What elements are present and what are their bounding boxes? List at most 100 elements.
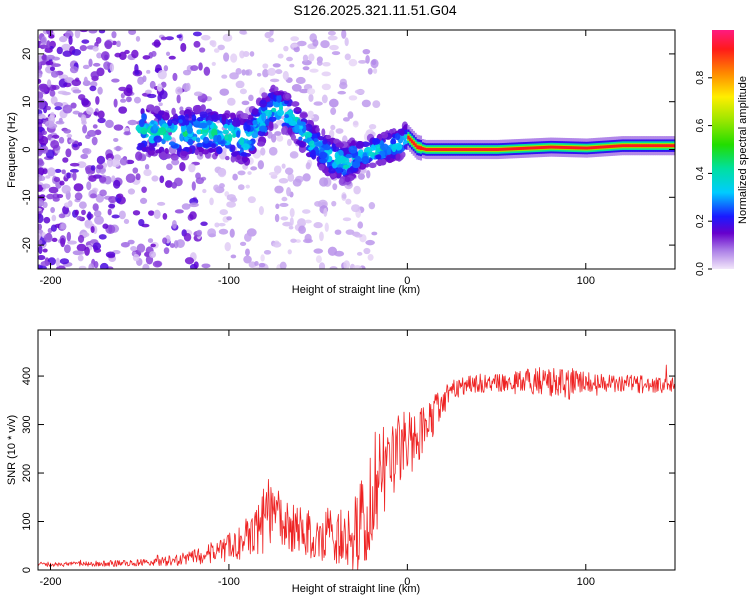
spectrogram-cell <box>239 50 245 59</box>
spectrogram-cell <box>607 145 610 149</box>
spectrogram-cell <box>576 146 580 150</box>
spectrogram-cell <box>514 147 517 151</box>
spectrogram-cell <box>295 76 306 85</box>
spectrogram-cell <box>81 98 90 106</box>
spectrogram-cell <box>325 134 331 140</box>
spectrogram-cell <box>77 234 85 243</box>
spectrogram-cell <box>41 130 48 136</box>
spectrogram-cell <box>137 142 145 148</box>
spectrogram-cell <box>363 247 371 255</box>
spectrogram-cell <box>409 137 412 142</box>
spectrogram-cell <box>167 119 173 127</box>
spectrogram-cell <box>397 128 405 135</box>
spectrogram-xtick-label: 100 <box>577 275 595 287</box>
spectrogram-cell <box>451 148 455 151</box>
spectrogram-cell <box>272 241 282 248</box>
spectrogram-cell <box>227 124 234 132</box>
snr-frame <box>37 329 676 571</box>
spectrogram-cell <box>199 47 206 53</box>
spectrogram-cell <box>138 118 145 128</box>
spectrogram-xtick-label: 0 <box>404 275 410 287</box>
spectrogram-cell <box>57 90 68 95</box>
spectrogram-cell <box>99 189 107 197</box>
spectrogram-cell <box>74 30 81 39</box>
spectrogram-cell <box>50 70 59 78</box>
spectrogram-cell <box>105 119 114 129</box>
snr-axes: -200 -100 0 100 0 100 200 300 400 <box>21 330 675 588</box>
spectrogram-cell <box>48 186 59 194</box>
spectrogram-cell <box>517 147 521 150</box>
spectrogram-cell <box>202 136 210 144</box>
spectrogram-cell <box>86 107 94 115</box>
spectrogram-cell <box>94 215 104 225</box>
spectrogram-cell <box>128 30 137 36</box>
spectrogram-cell <box>96 52 103 59</box>
spectrogram-cell <box>202 188 207 194</box>
spectrogram-cell <box>450 148 453 151</box>
spectrogram-cell <box>262 63 269 69</box>
spectrogram-cell <box>498 147 501 151</box>
spectrogram-cell <box>271 107 277 113</box>
spectrogram-cell <box>55 257 61 268</box>
spectrogram-cell <box>95 37 102 44</box>
spectrogram-cell <box>147 148 155 156</box>
spectrogram-cell <box>308 53 315 62</box>
spectrogram-cell <box>320 40 330 49</box>
spectrogram-cell <box>59 258 70 265</box>
figure-title: S126.2025.321.11.51.G04 <box>293 2 456 18</box>
spectrogram-cell <box>299 88 309 94</box>
spectrogram-cell <box>263 109 273 117</box>
spectrogram-cell <box>64 77 75 84</box>
spectrogram-cell <box>147 238 154 244</box>
spectrogram-cell <box>306 88 316 95</box>
spectrogram-cell <box>272 63 281 68</box>
spectrogram-cell <box>63 202 72 208</box>
spectrogram-cell <box>328 98 339 108</box>
spectrogram-cell <box>281 163 286 169</box>
spectrogram-cell <box>247 171 252 175</box>
spectrogram-cell <box>261 92 268 98</box>
spectrogram-cell <box>312 39 319 47</box>
spectrogram-cell <box>346 167 354 176</box>
spectrogram-cell <box>274 86 279 93</box>
spectrogram-cell <box>224 241 231 252</box>
spectrogram-cell <box>651 144 655 148</box>
spectrogram-cell <box>261 112 267 122</box>
spectrogram-cell <box>158 151 167 159</box>
spectrogram-cell <box>113 124 124 131</box>
spectrogram-cell <box>74 192 83 201</box>
spectrogram-cell <box>78 141 83 147</box>
spectrogram-cell <box>468 148 471 151</box>
spectrogram-marks <box>38 30 675 269</box>
spectrogram-cell <box>213 112 218 120</box>
spectrogram-cell <box>58 136 65 144</box>
spectrogram-cell <box>525 146 528 150</box>
spectrogram-cell <box>637 144 640 148</box>
spectrogram-cell <box>148 144 155 151</box>
spectrogram-cell <box>444 148 448 151</box>
spectrogram-cell <box>135 151 143 161</box>
spectrogram-cell <box>38 78 42 84</box>
spectrogram-cell <box>66 231 72 242</box>
spectrogram-cell <box>141 113 146 121</box>
spectrogram-cell <box>96 155 106 165</box>
spectrogram-cell <box>241 100 250 106</box>
spectrogram-cell <box>252 266 261 269</box>
spectrogram-cell <box>267 67 276 76</box>
spectrogram-cell <box>45 149 55 159</box>
spectrogram-cell <box>283 45 289 52</box>
spectrogram-cell <box>331 200 337 207</box>
spectrogram-cell <box>80 153 89 160</box>
spectrogram-cell <box>530 146 533 150</box>
spectrogram-cell <box>217 44 225 51</box>
spectrogram-cell <box>471 148 474 151</box>
spectrogram-cell <box>287 127 293 135</box>
spectrogram-cell <box>603 145 606 149</box>
spectrogram-cell <box>487 148 490 151</box>
spectrogram-cell <box>118 86 127 92</box>
spectrogram-cell <box>342 117 350 122</box>
spectrogram-cell <box>184 113 189 122</box>
spectrogram-cell <box>342 164 350 169</box>
spectrogram-ytick-label: 20 <box>21 48 33 60</box>
spectrogram-cell <box>112 179 121 189</box>
